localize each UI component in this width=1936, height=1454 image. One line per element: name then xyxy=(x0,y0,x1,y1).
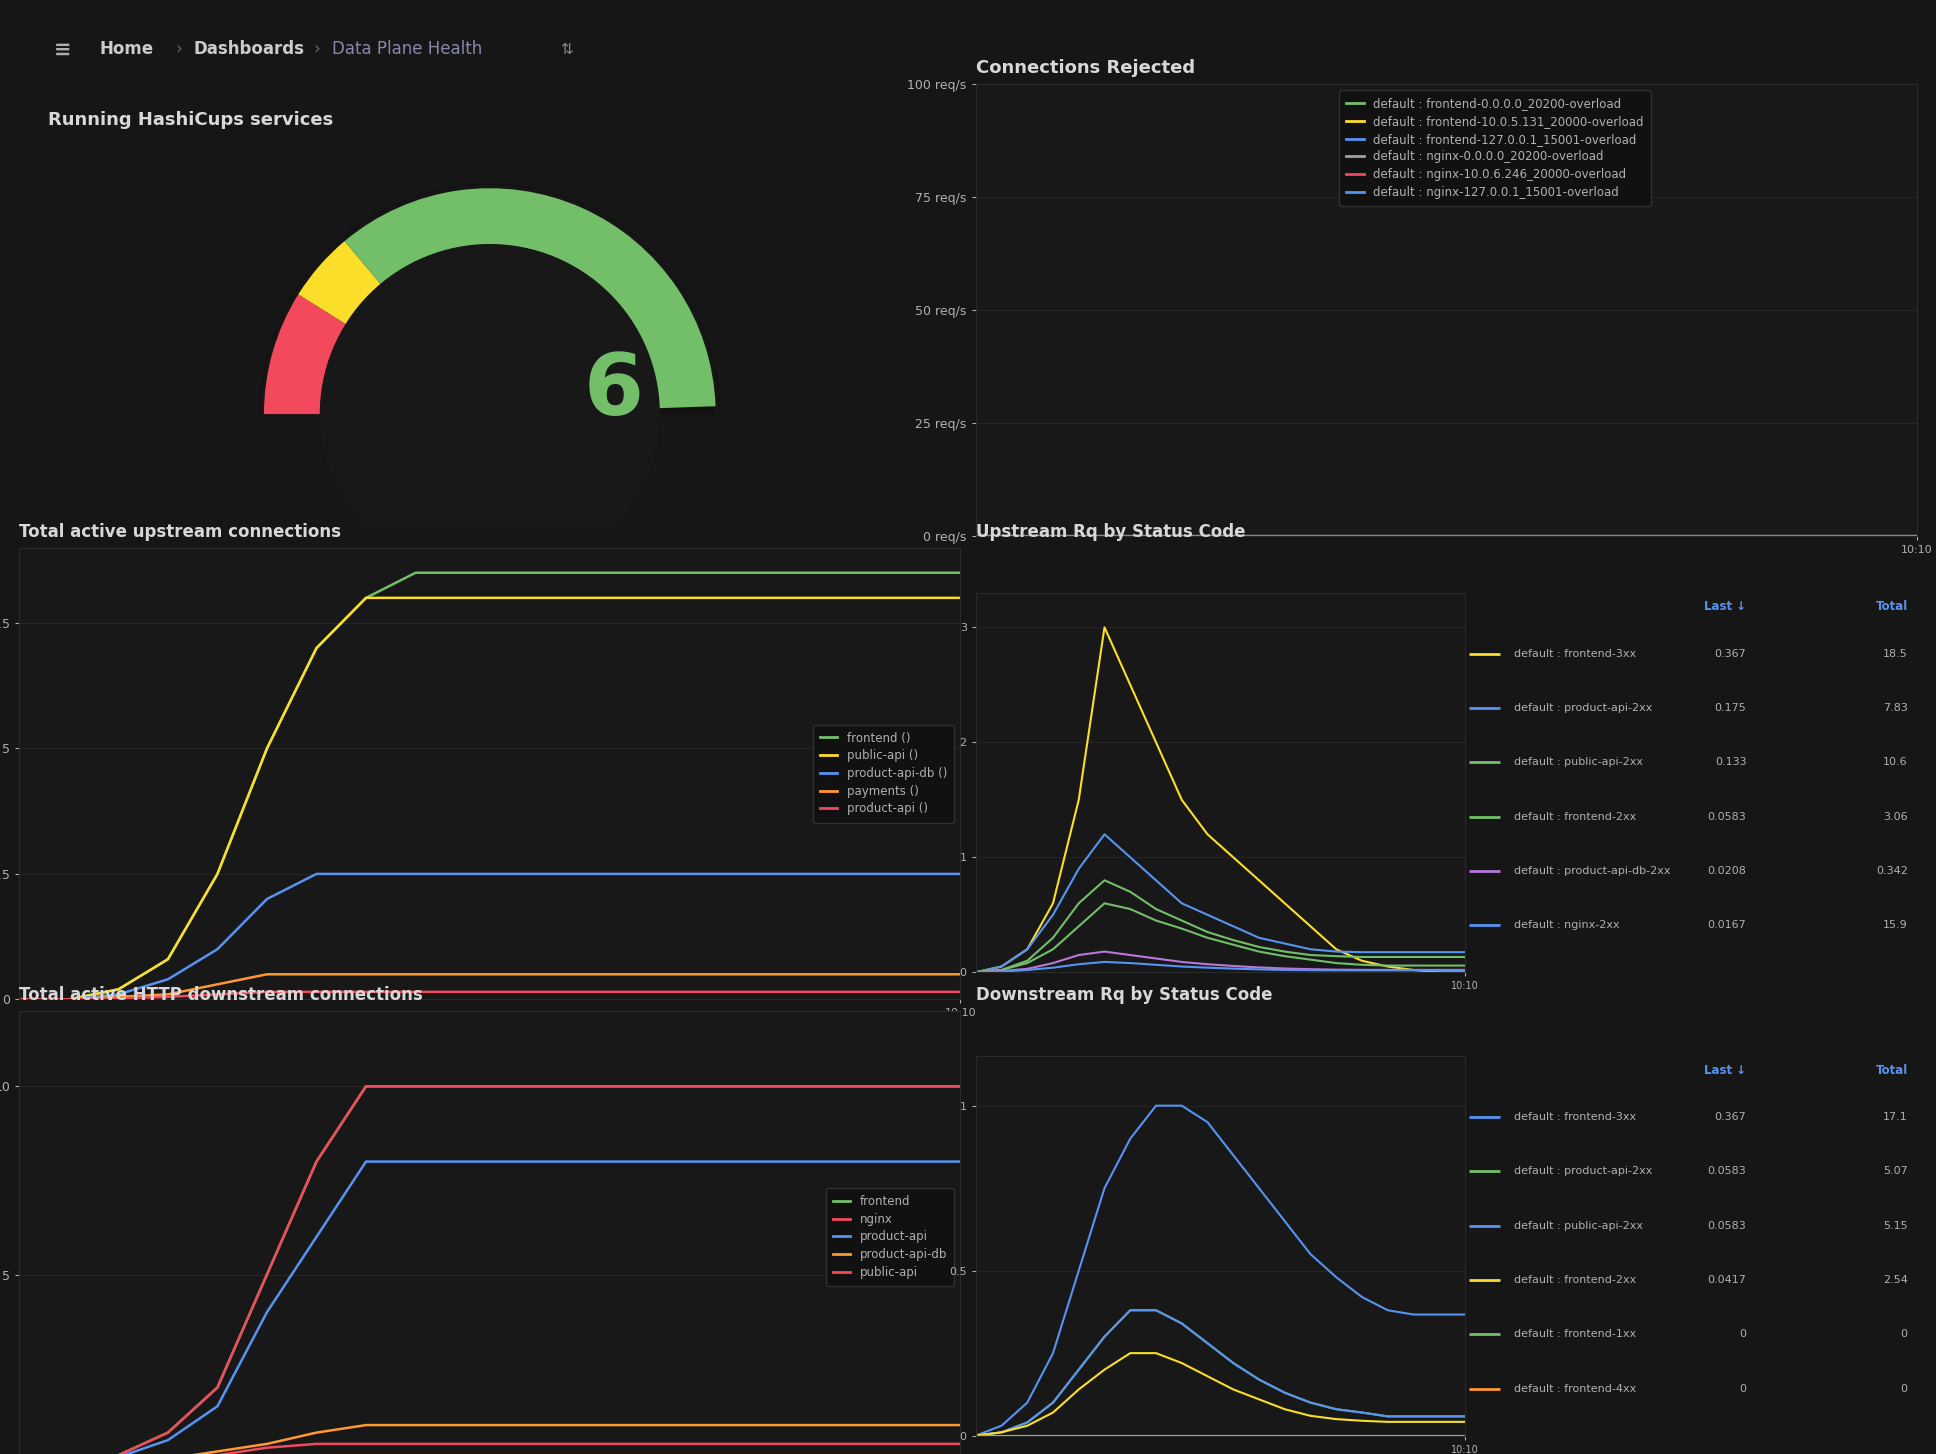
Text: 0.0208: 0.0208 xyxy=(1708,867,1746,877)
Text: default : public-api-2xx: default : public-api-2xx xyxy=(1514,758,1642,768)
Text: Total: Total xyxy=(1876,601,1907,614)
Text: 0.0417: 0.0417 xyxy=(1708,1275,1746,1285)
Wedge shape xyxy=(259,183,720,414)
Text: default : product-api-db-2xx: default : product-api-db-2xx xyxy=(1514,867,1671,877)
Text: 10.6: 10.6 xyxy=(1884,758,1907,768)
Text: Connections Rejected: Connections Rejected xyxy=(976,60,1195,77)
Text: Running HashiCups services: Running HashiCups services xyxy=(48,112,333,129)
Text: default : product-api-2xx: default : product-api-2xx xyxy=(1514,702,1651,712)
Text: ›: › xyxy=(174,41,182,58)
Wedge shape xyxy=(345,188,716,409)
Text: 0.0583: 0.0583 xyxy=(1708,1166,1746,1176)
Wedge shape xyxy=(263,294,347,414)
Wedge shape xyxy=(263,188,716,414)
Text: Upstream Rq by Status Code: Upstream Rq by Status Code xyxy=(976,522,1245,541)
Text: 3.06: 3.06 xyxy=(1884,811,1907,822)
Text: default : public-api-2xx: default : public-api-2xx xyxy=(1514,1221,1642,1230)
Text: 5.07: 5.07 xyxy=(1884,1166,1907,1176)
Text: default : frontend-2xx: default : frontend-2xx xyxy=(1514,1275,1636,1285)
Text: default : frontend-3xx: default : frontend-3xx xyxy=(1514,648,1636,659)
Text: 0: 0 xyxy=(1739,1329,1746,1339)
Text: Data Plane Health: Data Plane Health xyxy=(333,41,482,58)
Text: default : nginx-2xx: default : nginx-2xx xyxy=(1514,920,1618,931)
Text: ›: › xyxy=(314,41,319,58)
Text: Total active upstream connections: Total active upstream connections xyxy=(19,522,341,541)
Legend: frontend, nginx, product-api, product-api-db, public-api: frontend, nginx, product-api, product-ap… xyxy=(825,1188,954,1285)
Text: Total: Total xyxy=(1876,1064,1907,1077)
Text: 2.54: 2.54 xyxy=(1884,1275,1907,1285)
Circle shape xyxy=(321,244,658,583)
Text: Downstream Rq by Status Code: Downstream Rq by Status Code xyxy=(976,986,1272,1003)
Text: 0.175: 0.175 xyxy=(1715,702,1746,712)
Text: 0.342: 0.342 xyxy=(1876,867,1907,877)
Text: 17.1: 17.1 xyxy=(1884,1112,1907,1122)
Legend: default : frontend-0.0.0.0_20200-overload, default : frontend-10.0.5.131_20000-o: default : frontend-0.0.0.0_20200-overloa… xyxy=(1340,90,1651,206)
Text: default : frontend-3xx: default : frontend-3xx xyxy=(1514,1112,1636,1122)
Text: 0: 0 xyxy=(1739,1384,1746,1394)
Text: 0.0167: 0.0167 xyxy=(1708,920,1746,931)
Text: ≡: ≡ xyxy=(54,39,72,60)
Text: 0.0583: 0.0583 xyxy=(1708,1221,1746,1230)
Text: Last ↓: Last ↓ xyxy=(1704,601,1746,614)
Text: Home: Home xyxy=(99,41,153,58)
Text: 6: 6 xyxy=(585,350,645,433)
Text: Dashboards: Dashboards xyxy=(194,41,304,58)
Text: 0: 0 xyxy=(1901,1329,1907,1339)
Text: 0.133: 0.133 xyxy=(1715,758,1746,768)
Legend: frontend (), public-api (), product-api-db (), payments (), product-api (): frontend (), public-api (), product-api-… xyxy=(813,724,954,823)
Text: 0: 0 xyxy=(1901,1384,1907,1394)
Text: 5.15: 5.15 xyxy=(1884,1221,1907,1230)
Text: default : frontend-2xx: default : frontend-2xx xyxy=(1514,811,1636,822)
Text: ⇅: ⇅ xyxy=(560,42,573,57)
Text: default : frontend-1xx: default : frontend-1xx xyxy=(1514,1329,1636,1339)
Text: default : frontend-4xx: default : frontend-4xx xyxy=(1514,1384,1636,1394)
Text: default : product-api-2xx: default : product-api-2xx xyxy=(1514,1166,1651,1176)
Text: 15.9: 15.9 xyxy=(1884,920,1907,931)
Wedge shape xyxy=(298,241,381,324)
Text: 0.0583: 0.0583 xyxy=(1708,811,1746,822)
Text: 18.5: 18.5 xyxy=(1884,648,1907,659)
Text: Total active HTTP downstream connections: Total active HTTP downstream connections xyxy=(19,986,424,1003)
Text: 0.367: 0.367 xyxy=(1715,648,1746,659)
Text: Last ↓: Last ↓ xyxy=(1704,1064,1746,1077)
Text: 0.367: 0.367 xyxy=(1715,1112,1746,1122)
Text: 7.83: 7.83 xyxy=(1884,702,1907,712)
